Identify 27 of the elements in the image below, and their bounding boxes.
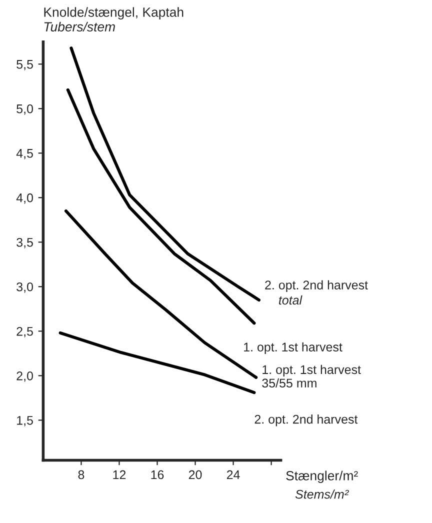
y-tick-label: 1,5 (17, 416, 33, 426)
series-label: 1. opt. 1st harvest 35/55 mm (262, 364, 361, 388)
x-tick-label: 20 (188, 470, 202, 480)
x-tick-label: 24 (226, 470, 240, 480)
y-tick-label: 5,0 (16, 104, 33, 115)
series-label: 2. opt. 2nd harvest (265, 280, 368, 292)
x-axis-title: Stængler/m² (286, 470, 358, 483)
chart-title: Knolde/stængel, Kaptah (44, 7, 184, 20)
line-series (70, 46, 260, 302)
y-tick-label: 3,5 (16, 238, 33, 248)
x-tick-label: 12 (113, 470, 126, 480)
series-label: 2. opt. 2nd harvest (254, 414, 358, 426)
y-tick-label: 3,0 (16, 282, 33, 293)
annotation: total (278, 295, 302, 305)
chart-subtitle: Tubers/stem (44, 22, 115, 32)
line-series (66, 88, 256, 325)
y-tick-label: 2,0 (16, 371, 33, 382)
line-series (58, 331, 256, 394)
x-tick-label: 8 (78, 470, 84, 480)
series-label: 1. opt. 1st harvest (244, 342, 342, 354)
x-tick-label: 16 (151, 470, 164, 480)
y-tick-label: 2,5 (16, 326, 33, 338)
line-series (64, 209, 258, 379)
text: Stems/m² (295, 490, 349, 499)
y-tick-label: 5,5 (16, 60, 33, 70)
y-tick-label: 4,5 (16, 149, 33, 160)
y-tick-label: 4,0 (16, 193, 33, 204)
